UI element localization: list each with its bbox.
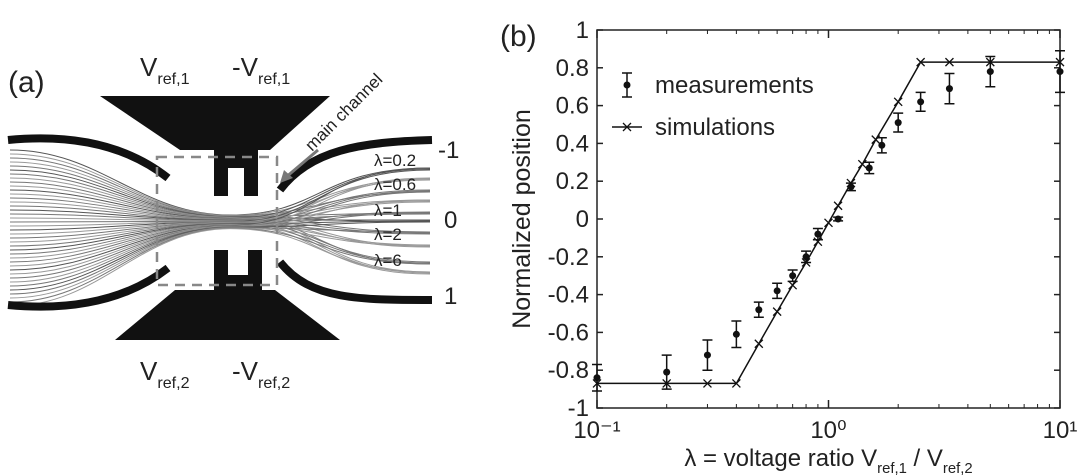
x-axis-label: λ = voltage ratio Vref,1 / Vref,2 <box>684 445 972 476</box>
y-tick-label: -0.6 <box>548 319 589 346</box>
sim-marker <box>754 339 764 349</box>
wall <box>7 264 171 311</box>
sim-marker <box>871 135 881 145</box>
measurement-point <box>878 141 886 149</box>
sim-marker <box>833 201 843 211</box>
sim-marker <box>893 97 903 107</box>
electrode-label: Vref,2 <box>140 356 190 392</box>
y-tick-label: -0.2 <box>548 244 589 271</box>
measurement-point <box>789 272 797 280</box>
measurement-point <box>773 287 781 295</box>
electrode-label: -Vref,2 <box>232 356 290 392</box>
sim-marker <box>813 237 823 247</box>
x-axis-label-part: ref,1 <box>877 461 907 476</box>
y-tick-label: 0 <box>576 206 589 233</box>
x-axis-label-part: / V <box>907 445 943 472</box>
position-label: -1 <box>438 137 459 164</box>
y-tick-label: 1 <box>576 17 589 44</box>
electrode-label: -Vref,1 <box>232 52 290 88</box>
measurement-point <box>986 68 994 76</box>
y-tick-label: -0.4 <box>548 282 589 309</box>
measurement-point <box>703 351 711 359</box>
y-tick-label: 0.2 <box>556 168 589 195</box>
position-label: 1 <box>444 283 457 310</box>
panel-a: (a) Vref,1 -Vref,1 Vref,2 -Vref,2 main c… <box>0 0 480 476</box>
measurement-point <box>945 85 953 93</box>
measurement-point <box>593 374 601 382</box>
wall <box>276 259 433 304</box>
measurement-point <box>865 164 873 172</box>
sim-marker <box>788 280 798 290</box>
curve-label: λ=6 <box>374 251 402 270</box>
measurement-point <box>663 368 671 376</box>
measurement-point <box>732 330 740 338</box>
x-axis-label-part: λ = voltage ratio V <box>684 445 877 472</box>
y-tick-label: 0.8 <box>556 55 589 82</box>
y-tick-label: 0.6 <box>556 93 589 120</box>
legend-marker <box>622 122 632 132</box>
y-axis-label: Normalized position <box>508 109 536 329</box>
sim-marker <box>801 258 811 267</box>
legend-label: measurements <box>655 72 814 99</box>
measurement-point <box>917 98 925 106</box>
sim-marker <box>702 378 712 388</box>
curve-label: λ=1 <box>374 201 402 220</box>
panel-label: (a) <box>8 66 45 99</box>
y-tick-label: 0.4 <box>556 130 589 157</box>
sim-marker <box>985 57 995 67</box>
sim-marker <box>772 307 782 317</box>
streamline <box>9 228 431 307</box>
electrode-label: Vref,1 <box>140 52 190 88</box>
y-tick-label: -0.8 <box>548 357 589 384</box>
x-tick-label: 10⁻¹ <box>573 417 620 444</box>
arrow-head <box>280 170 293 183</box>
measurement-point <box>834 215 842 223</box>
wall <box>7 134 171 182</box>
measurement-point <box>755 306 763 314</box>
measurement-point <box>814 230 822 238</box>
sim-marker <box>731 378 741 388</box>
legend-marker <box>623 81 631 89</box>
legend-label: simulations <box>655 114 775 141</box>
x-tick-label: 10¹ <box>1043 417 1078 444</box>
sim-marker <box>944 57 954 67</box>
sim-marker <box>916 57 926 67</box>
curve-label: λ=2 <box>374 225 402 244</box>
curve-label: λ=0.2 <box>374 151 416 170</box>
panel-b: (b) -1 -0.8 -0.6 -0.4 -0.2 0 0.2 0.4 0.6 0.8 1 10⁻¹ 1… <box>500 17 1077 476</box>
sim-marker <box>1055 57 1065 67</box>
measurement-point <box>1056 68 1064 76</box>
dashed-region <box>155 155 279 287</box>
sim-marker <box>857 159 867 169</box>
electrode-top <box>100 96 330 196</box>
measurement-point <box>894 119 902 127</box>
x-axis-label-part: ref,2 <box>943 461 973 476</box>
arrow <box>284 148 319 180</box>
y-tick-label: -1 <box>568 395 589 422</box>
electrode-bottom <box>115 250 340 340</box>
curve-label: λ=0.6 <box>374 175 416 194</box>
x-tick-label: 10⁰ <box>810 417 846 444</box>
sim-marker <box>824 218 833 228</box>
sim-marker <box>662 378 672 388</box>
streamlines <box>9 149 431 307</box>
sim-marker <box>592 378 602 388</box>
panel-label: (b) <box>500 20 537 53</box>
position-label: 0 <box>444 207 457 234</box>
sim-marker <box>846 178 856 188</box>
